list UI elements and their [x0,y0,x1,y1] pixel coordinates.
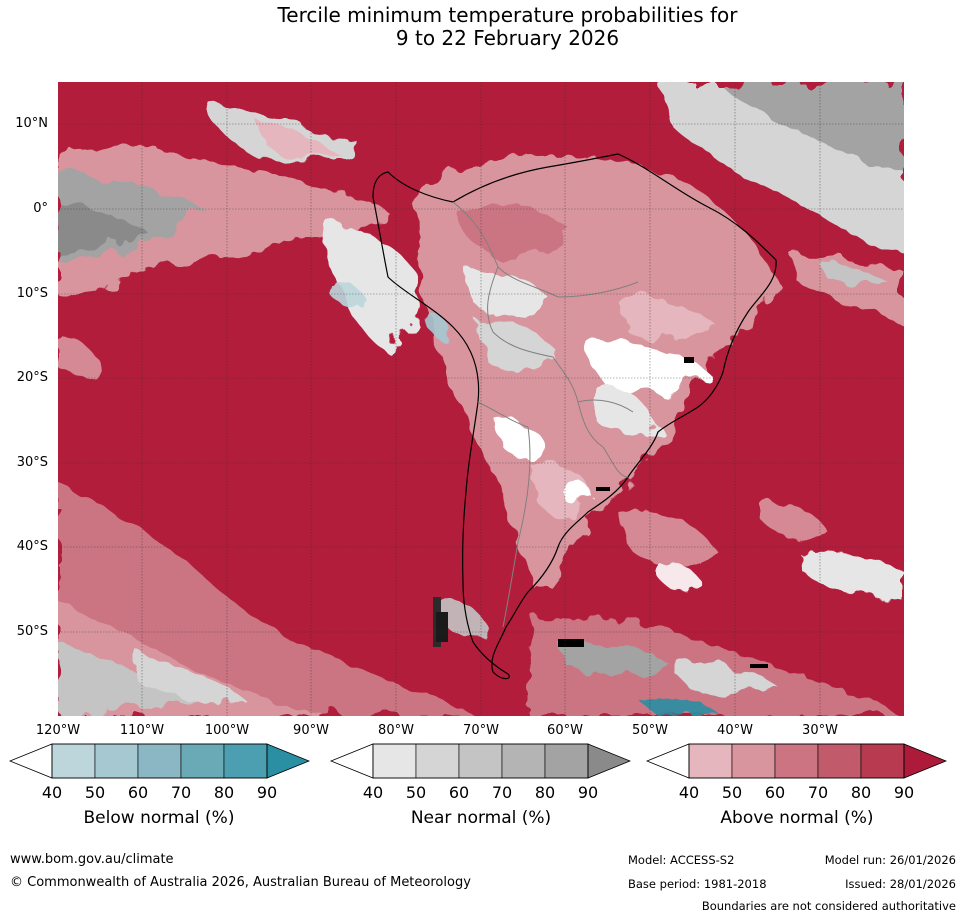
latitude-label: 0° [33,201,48,216]
model-run: Model run: 26/01/2026 [824,853,956,867]
colorbar-near-low-extend [329,743,374,779]
colorbar-tick-label: 80 [850,783,872,802]
colorbar-tick-label: 60 [448,783,470,802]
longitude-label: 70°W [463,723,499,738]
boundary-disclaimer: Boundaries are not considered authoritat… [701,899,956,913]
longitude-label: 50°W [632,723,668,738]
probability-map [58,82,904,716]
longitude-label: 100°W [204,723,250,738]
longitude-label: 80°W [378,723,414,738]
colorbar-above-segment [774,743,819,779]
colorbar-below-segment [137,743,182,779]
colorbar-tick-label: 50 [405,783,427,802]
longitude-label: 120°W [35,723,81,738]
latitude-label: 10°N [15,116,48,131]
colorbar-tick-label: 40 [678,783,700,802]
colorbar-below-title: Below normal (%) [83,808,235,828]
title-line-1: Tercile minimum temperature probabilitie… [277,3,738,27]
website-link[interactable]: www.bom.gov.au/climate [10,852,174,867]
longitude-label: 40°W [717,723,753,738]
colorbar-tick-label: 50 [84,783,106,802]
colorbar-tick-label: 80 [213,783,235,802]
colorbar-above-high-extend [903,743,947,779]
colorbar-below-segment [180,743,225,779]
colorbar-near-segment [458,743,503,779]
colorbar-above-segment [688,743,733,779]
colorbar-tick-label: 80 [534,783,556,802]
continent-outline [372,153,777,680]
colorbar-near-segment [544,743,589,779]
longitude-label: 110°W [119,723,165,738]
longitude-label: 30°W [802,723,838,738]
colorbar-tick-label: 40 [41,783,63,802]
colorbar-tick-label: 60 [127,783,149,802]
colorbar-above-segment [731,743,776,779]
colorbar-near-segment [415,743,460,779]
colorbar-tick-label: 70 [807,783,829,802]
texture-layer [58,281,828,716]
latitude-label: 10°S [16,286,48,301]
colorbar-below-low-extend [8,743,53,779]
colorbar-tick-label: 90 [256,783,278,802]
colorbar-tick-label: 60 [764,783,786,802]
colorbar-above-title: Above normal (%) [720,808,874,828]
latitude-label: 30°S [16,455,48,470]
colorbar-near-segment [501,743,546,779]
colorbar-near-high-extend [587,743,631,779]
colorbar-below-high-extend [266,743,310,779]
country-borders [452,201,639,628]
latitude-label: 50°S [16,624,48,639]
issued-date: Issued: 28/01/2026 [845,877,956,891]
base-period: Base period: 1981-2018 [628,877,767,891]
colorbar-near-title: Near normal (%) [410,808,552,828]
map-title: Tercile minimum temperature probabilitie… [0,4,965,50]
longitude-label: 60°W [547,723,583,738]
colorbar-above [645,743,947,779]
title-line-2: 9 to 22 February 2026 [395,26,620,50]
longitude-label: 90°W [293,723,329,738]
map-canvas [58,82,904,716]
latitude-label: 20°S [16,370,48,385]
colorbar-tick-label: 90 [577,783,599,802]
colorbar-tick-label: 70 [170,783,192,802]
colorbar-tick-label: 70 [491,783,513,802]
colorbar-near [329,743,631,779]
probability-shading [58,82,904,716]
islands [433,357,768,668]
colorbar-below-segment [223,743,268,779]
colorbar-below-segment [51,743,96,779]
colorbar-above-low-extend [645,743,690,779]
colorbar-below [8,743,310,779]
colorbar-tick-label: 90 [893,783,915,802]
colorbar-tick-label: 50 [721,783,743,802]
colorbar-tick-label: 40 [362,783,384,802]
graticule [58,82,904,716]
copyright: © Commonwealth of Australia 2026, Austra… [10,875,471,890]
colorbar-near-segment [372,743,417,779]
model-name: Model: ACCESS-S2 [628,853,735,867]
colorbar-above-segment [860,743,905,779]
colorbar-below-segment [94,743,139,779]
colorbar-above-segment [817,743,862,779]
latitude-label: 40°S [16,539,48,554]
